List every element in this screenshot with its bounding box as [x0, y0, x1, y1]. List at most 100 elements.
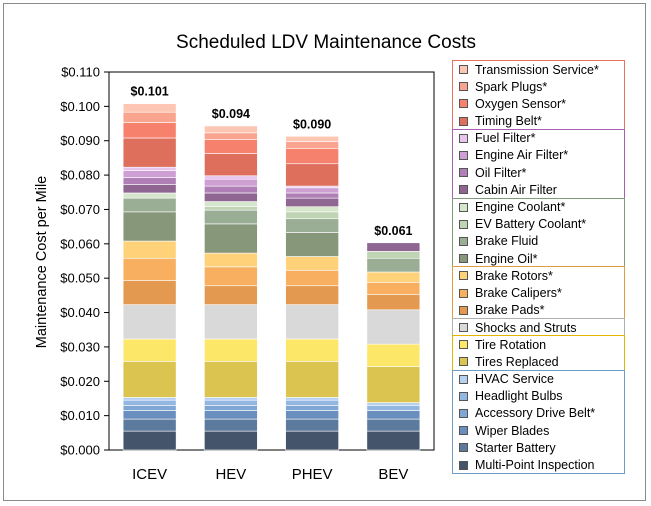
bar-segment-wiper-blades [366, 410, 421, 420]
legend-entry: HVAC Service [459, 371, 554, 388]
legend-label: Headlight Bulbs [475, 389, 563, 404]
bar-segment-tire-rotation [204, 338, 258, 362]
bar-segment-spark-plugs [122, 111, 177, 123]
legend-swatch [459, 168, 468, 178]
bar-segment-brake-calipers [204, 266, 258, 287]
legend-swatch [459, 374, 468, 384]
legend-entry: Brake Fluid [459, 233, 538, 250]
bar-segment-spark-plugs [285, 141, 339, 149]
bar-segment-headlight-bulbs [285, 399, 339, 406]
bar-segment-tire-rotation [122, 338, 177, 362]
bar-segment-wiper-blades [204, 410, 258, 420]
legend-entry: Engine Air Filter* [459, 147, 568, 164]
bar-segment-oil-filter [204, 185, 258, 194]
legend-swatch [459, 288, 468, 298]
bar-segment-brake-pads [285, 285, 339, 305]
legend-swatch [459, 133, 468, 143]
legend-swatch [459, 323, 468, 332]
bar-segment-shocks-and-struts [366, 309, 421, 345]
y-tick-label: $0.000 [60, 443, 100, 458]
bar-segment-oil-filter [285, 192, 339, 199]
legend-entry: Brake Calipers* [459, 285, 562, 302]
legend-entry: Tire Rotation [459, 336, 546, 353]
y-tick-label: $0.110 [61, 65, 100, 80]
legend-swatch [459, 426, 468, 436]
x-tick-label: PHEV [292, 466, 333, 483]
bar-segment-starter-battery [285, 418, 339, 432]
bar-segment-oxygen-sensor [285, 147, 339, 165]
bar-segment-accessory-drive-belt [285, 405, 339, 411]
legend-label: Oxygen Sensor* [475, 96, 567, 111]
bar-segment-spark-plugs [204, 132, 258, 140]
bar-segment-brake-rotors [204, 252, 258, 268]
bar-segment-multi-point-inspection [366, 430, 421, 451]
legend-label: Brake Rotors* [475, 268, 553, 283]
bar-segment-cabin-air-filter [285, 197, 339, 208]
legend-group: HVAC Service Headlight Bulbs Accessory Dri… [452, 369, 625, 474]
bar-segment-headlight-bulbs [122, 399, 177, 406]
bar-segment-shocks-and-struts [122, 304, 177, 340]
legend-entry: Transmission Service* [459, 61, 599, 78]
y-tick-label: $0.050 [60, 271, 100, 286]
bar-segment-wiper-blades [122, 410, 177, 420]
legend-group: Fuel Filter* Engine Air Filter* Oil Filter… [452, 128, 625, 199]
legend-swatch [459, 65, 468, 74]
chart-frame: Scheduled LDV Maintenance Costs Maintena… [3, 3, 646, 501]
bar-segment-headlight-bulbs [366, 405, 421, 411]
legend-swatch [459, 254, 468, 264]
x-tick-label: HEV [215, 466, 246, 483]
bar-segment-engine-air-filter [204, 178, 258, 187]
legend-group: Brake Rotors* Brake Calipers* Brake Pads* [452, 266, 625, 319]
legend-label: Spark Plugs* [475, 79, 548, 94]
bar-segment-brake-pads [204, 285, 258, 305]
legend-label: Tires Replaced [475, 354, 559, 369]
legend-label: Brake Fluid [475, 234, 539, 249]
legend-label: Multi-Point Inspection [475, 458, 595, 473]
bar-segment-multi-point-inspection [122, 430, 177, 451]
legend-group: Transmission Service* Spark Plugs* Oxygen … [452, 60, 625, 130]
bar-segment-transmission-service [204, 125, 258, 134]
bar-segment-timing-belt [122, 137, 177, 168]
legend-label: Tire Rotation [475, 337, 547, 352]
bar-segment-headlight-bulbs [204, 399, 258, 406]
legend-entry: Brake Rotors* [459, 267, 553, 284]
legend-entry: Brake Pads* [459, 302, 544, 319]
bar-segment-ev-battery-coolant [366, 251, 421, 259]
legend-label: Fuel Filter* [475, 131, 536, 146]
legend-entry: Timing Belt* [459, 113, 542, 130]
bar-segment-timing-belt [285, 163, 339, 187]
x-tick-label: ICEV [132, 466, 167, 483]
bar-segment-brake-pads [122, 280, 177, 305]
bar-segment-brake-calipers [285, 269, 339, 287]
legend-label: Oil Filter* [475, 165, 527, 180]
legend-label: Engine Coolant* [475, 200, 566, 215]
legend-label: Engine Oil* [475, 251, 538, 266]
legend-entry: Multi-Point Inspection [459, 457, 595, 474]
bar-segment-brake-fluid [366, 257, 421, 273]
legend-label: HVAC Service [475, 372, 554, 387]
bar-segment-tire-rotation [285, 338, 339, 362]
bar-segment-oxygen-sensor [204, 139, 258, 154]
legend-swatch [459, 460, 468, 470]
bar-segment-brake-pads [366, 294, 421, 311]
bar-segment-accessory-drive-belt [204, 405, 258, 411]
legend-group: Tire Rotation Tires Replaced [452, 335, 625, 371]
bar-total-label: $0.094 [212, 107, 250, 121]
bar-segment-fuel-filter [122, 166, 177, 171]
bar-segment-hvac-service [122, 397, 177, 401]
legend-swatch [459, 391, 468, 401]
legend-swatch [459, 185, 468, 195]
bar-segment-fuel-filter [204, 175, 258, 180]
bar-segment-ev-battery-coolant [204, 206, 258, 211]
legend-swatch [459, 236, 468, 246]
legend-label: EV Battery Coolant* [475, 217, 587, 232]
bar-segment-accessory-drive-belt [122, 405, 177, 411]
legend-label: Wiper Blades [475, 423, 550, 438]
y-tick-label: $0.090 [60, 133, 100, 148]
bar-segment-cabin-air-filter [366, 242, 421, 252]
bar-segment-engine-air-filter [285, 187, 339, 194]
legend-label: Brake Calipers* [475, 286, 562, 301]
legend-swatch [459, 271, 468, 281]
bar-total-label: $0.101 [131, 85, 169, 99]
stacked-bar-chart: Scheduled LDV Maintenance Costs Maintena… [34, 32, 476, 483]
